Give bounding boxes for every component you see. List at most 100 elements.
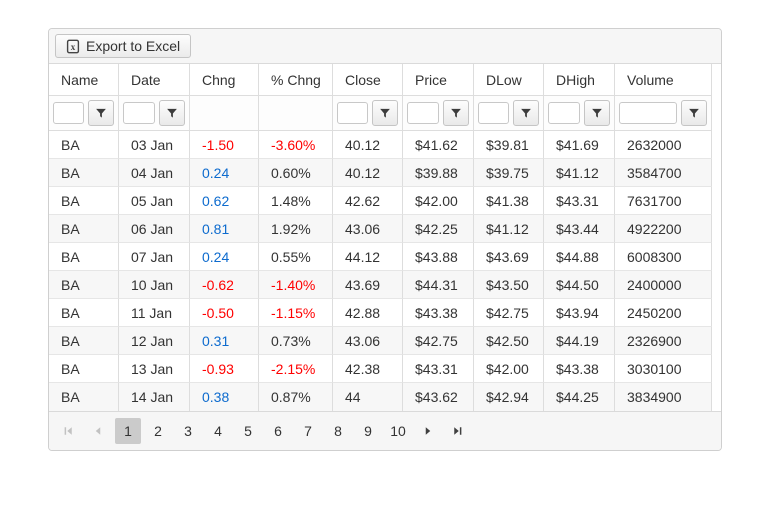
filter-cell-close <box>333 96 403 131</box>
column-header-chng_pct[interactable]: % Chng <box>259 64 333 96</box>
filter-input-volume[interactable] <box>619 102 677 124</box>
column-header-dlow[interactable]: DLow <box>474 64 544 96</box>
cell-chng_pct: -1.15% <box>259 299 333 327</box>
column-header-dhigh[interactable]: DHigh <box>544 64 615 96</box>
cell-chng_pct: 0.60% <box>259 159 333 187</box>
cell-price: $43.31 <box>403 355 474 383</box>
filter-input-dlow[interactable] <box>478 102 509 124</box>
cell-date: 03 Jan <box>119 131 190 159</box>
page-button-5[interactable]: 5 <box>235 418 261 444</box>
cell-dlow: $42.50 <box>474 327 544 355</box>
page-button-9[interactable]: 9 <box>355 418 381 444</box>
cell-price: $42.75 <box>403 327 474 355</box>
table-row: BA 14 Jan 0.38 0.87% 44 $43.62 $42.94 $44.25 383… <box>49 383 712 411</box>
cell-chng: 0.31 <box>190 327 259 355</box>
filter-button-name[interactable] <box>88 100 114 126</box>
filter-funnel-icon <box>521 108 531 118</box>
filter-input-dhigh[interactable] <box>548 102 580 124</box>
column-header-label: Chng <box>202 71 236 88</box>
cell-name: BA <box>49 271 119 299</box>
column-header-chng[interactable]: Chng <box>190 64 259 96</box>
cell-chng: 0.24 <box>190 159 259 187</box>
cell-date: 05 Jan <box>119 187 190 215</box>
cell-dhigh: $43.94 <box>544 299 615 327</box>
cell-volume: 2326900 <box>615 327 712 355</box>
filter-input-name[interactable] <box>53 102 84 124</box>
cell-name: BA <box>49 215 119 243</box>
table-row: BA 13 Jan -0.93 -2.15% 42.38 $43.31 $42.00 $43.… <box>49 355 712 383</box>
column-header-label: DHigh <box>556 71 595 88</box>
pager-first-icon <box>62 425 74 437</box>
cell-dlow: $41.38 <box>474 187 544 215</box>
cell-dlow: $43.50 <box>474 271 544 299</box>
cell-date: 13 Jan <box>119 355 190 383</box>
page-button-1[interactable]: 1 <box>115 418 141 444</box>
cell-price: $42.25 <box>403 215 474 243</box>
page-button-10[interactable]: 10 <box>385 418 411 444</box>
cell-price: $39.88 <box>403 159 474 187</box>
cell-dlow: $39.81 <box>474 131 544 159</box>
column-header-label: Name <box>61 71 99 88</box>
filter-cell-chng_pct <box>259 96 333 131</box>
page-button-8[interactable]: 8 <box>325 418 351 444</box>
cell-name: BA <box>49 383 119 411</box>
cell-name: BA <box>49 327 119 355</box>
table-row: BA 10 Jan -0.62 -1.40% 43.69 $44.31 $43.50 $44.… <box>49 271 712 299</box>
cell-date: 11 Jan <box>119 299 190 327</box>
column-header-date[interactable]: Date <box>119 64 190 96</box>
cell-close: 44 <box>333 383 403 411</box>
pager-next-button[interactable] <box>415 418 441 444</box>
filter-cell-price <box>403 96 474 131</box>
filter-button-close[interactable] <box>372 100 398 126</box>
table-row: BA 07 Jan 0.24 0.55% 44.12 $43.88 $43.69 $44.88… <box>49 243 712 271</box>
column-header-label: % Chng <box>271 71 321 88</box>
pager-prev-button[interactable] <box>85 418 111 444</box>
filter-button-date[interactable] <box>159 100 185 126</box>
filter-button-volume[interactable] <box>681 100 707 126</box>
column-header-label: Volume <box>627 71 674 88</box>
filter-input-price[interactable] <box>407 102 439 124</box>
column-header-close[interactable]: Close <box>333 64 403 96</box>
page-button-7[interactable]: 7 <box>295 418 321 444</box>
filter-button-price[interactable] <box>443 100 469 126</box>
cell-close: 44.12 <box>333 243 403 271</box>
cell-volume: 4922200 <box>615 215 712 243</box>
cell-chng_pct: -3.60% <box>259 131 333 159</box>
cell-date: 10 Jan <box>119 271 190 299</box>
cell-close: 40.12 <box>333 131 403 159</box>
cell-price: $43.88 <box>403 243 474 271</box>
cell-close: 43.06 <box>333 327 403 355</box>
pager-first-button[interactable] <box>55 418 81 444</box>
page-button-6[interactable]: 6 <box>265 418 291 444</box>
column-header-name[interactable]: Name <box>49 64 119 96</box>
page-button-2[interactable]: 2 <box>145 418 171 444</box>
cell-chng: -0.50 <box>190 299 259 327</box>
column-header-price[interactable]: Price <box>403 64 474 96</box>
cell-dhigh: $43.44 <box>544 215 615 243</box>
grid-toolbar: x Export to Excel <box>49 29 721 64</box>
cell-dhigh: $41.69 <box>544 131 615 159</box>
cell-volume: 3584700 <box>615 159 712 187</box>
table-row: BA 12 Jan 0.31 0.73% 43.06 $42.75 $42.50 $44.19… <box>49 327 712 355</box>
cell-volume: 2400000 <box>615 271 712 299</box>
cell-date: 14 Jan <box>119 383 190 411</box>
cell-close: 42.88 <box>333 299 403 327</box>
filter-button-dlow[interactable] <box>513 100 539 126</box>
cell-chng_pct: 0.73% <box>259 327 333 355</box>
filter-button-dhigh[interactable] <box>584 100 610 126</box>
pager-last-button[interactable] <box>445 418 471 444</box>
filter-cell-dlow <box>474 96 544 131</box>
filter-input-close[interactable] <box>337 102 368 124</box>
cell-date: 06 Jan <box>119 215 190 243</box>
filter-funnel-icon <box>689 108 699 118</box>
header-row: Name Date Chng % Chng Close Price DLow DHigh Vol… <box>49 64 712 96</box>
column-header-volume[interactable]: Volume <box>615 64 712 96</box>
export-to-excel-button[interactable]: x Export to Excel <box>55 34 192 58</box>
cell-chng: 0.24 <box>190 243 259 271</box>
filter-input-date[interactable] <box>123 102 155 124</box>
table-row: BA 06 Jan 0.81 1.92% 43.06 $42.25 $41.12 $43.44… <box>49 215 712 243</box>
table-row: BA 03 Jan -1.50 -3.60% 40.12 $41.62 $39.81 $41.… <box>49 131 712 159</box>
page-button-3[interactable]: 3 <box>175 418 201 444</box>
page-button-4[interactable]: 4 <box>205 418 231 444</box>
table-row: BA 05 Jan 0.62 1.48% 42.62 $42.00 $41.38 $43.31… <box>49 187 712 215</box>
